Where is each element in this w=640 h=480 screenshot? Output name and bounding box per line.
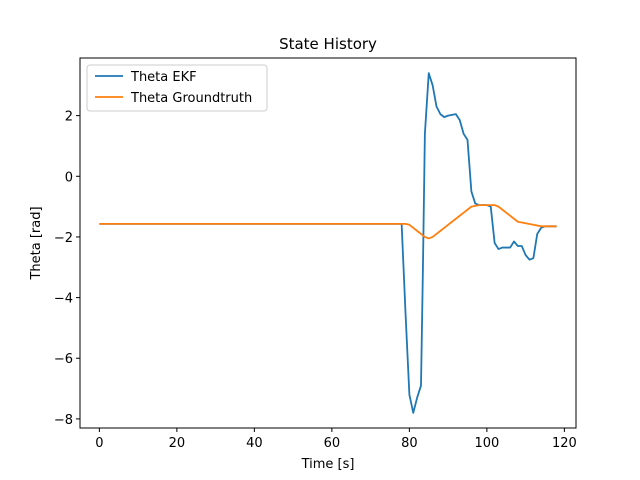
x-tick-label: 20 [169, 436, 186, 451]
y-axis-ticks: −8 −6 −4 −2 0 2 [54, 110, 80, 428]
y-tick-label: −8 [54, 413, 73, 428]
chart-title: State History [279, 35, 377, 53]
plot-area [99, 72, 557, 414]
x-axis-ticks: 0 20 40 60 80 100 120 [95, 428, 577, 451]
y-tick-label: 0 [65, 170, 73, 185]
x-tick-label: 40 [246, 436, 263, 451]
x-tick-label: 100 [474, 436, 499, 451]
series-line-theta-ekf [99, 72, 557, 414]
y-axis-label: Theta [rad] [29, 206, 44, 280]
x-tick-label: 120 [552, 436, 577, 451]
x-tick-label: 60 [324, 436, 341, 451]
legend-box [86, 64, 268, 112]
y-tick-label: −2 [54, 231, 73, 246]
y-tick-label: −6 [54, 352, 73, 367]
x-tick-label: 80 [401, 436, 418, 451]
legend: Theta EKF Theta Groundtruth [86, 64, 268, 112]
y-tick-label: −4 [54, 292, 73, 307]
y-tick-label: 2 [65, 110, 73, 125]
axes-frame [79, 57, 577, 429]
legend-label-theta-ekf: Theta EKF [130, 70, 197, 85]
legend-label-theta-groundtruth: Theta Groundtruth [130, 91, 252, 106]
x-axis-label: Time [s] [301, 457, 355, 472]
x-tick-label: 0 [95, 436, 103, 451]
series-line-theta-groundtruth [99, 204, 557, 240]
